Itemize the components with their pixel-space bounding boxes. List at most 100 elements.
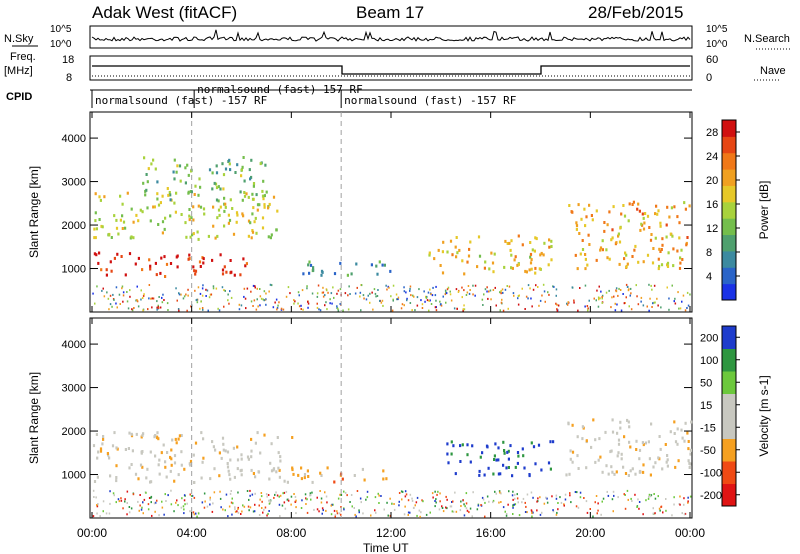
noise-cell [333,296,335,299]
echo-cell [198,177,201,181]
noise-cell [447,286,450,289]
noise-cell [638,501,641,503]
noise-cell [116,306,118,309]
noise-cell [109,294,112,297]
echo-cell [140,451,143,455]
noise-cell [393,508,396,511]
echo-cell [142,432,145,436]
noise-cell [390,295,392,298]
noise-cell [166,302,169,305]
noise-cell [651,288,653,291]
echo-cell [428,251,431,255]
echo-cell [680,428,683,432]
echo-cell [523,466,526,470]
echo-cell [320,269,324,273]
echo-cell [644,441,647,445]
echo-cell [173,201,176,205]
echo-cell [623,214,627,218]
noise-cell [175,287,177,290]
echo-cell [552,440,555,444]
echo-cell [119,194,122,198]
noise-cell [430,303,433,305]
echo-cell [187,257,190,261]
echo-cell [652,465,655,469]
noise-cell [247,505,250,508]
noise-cell [601,500,603,503]
noise-cell [449,290,451,293]
noise-cell [143,293,145,296]
echo-cell [548,238,551,242]
noise-cell [401,490,404,493]
echo-cell [654,461,657,465]
echo-cell [156,180,159,184]
noise-cell [131,308,133,311]
echo-cell [549,467,552,471]
noise-cell [276,494,279,497]
echo-cell [98,218,101,221]
noise-cell [210,293,213,296]
echo-cell [625,265,628,268]
echo-cell [94,236,97,240]
echo-cell [297,473,300,477]
noise-cell [121,285,124,288]
echo-cell [627,474,630,477]
echo-cell [571,450,575,454]
echo-cell [119,218,122,222]
echo-cell [99,447,103,451]
echo-cell [565,473,568,477]
x-tick-label: 16:00 [476,526,506,540]
noise-cell [115,501,117,504]
noise-cell [654,301,656,304]
noise-cell [302,308,304,311]
noise-cell [583,497,585,499]
noise-cell [158,514,160,517]
noise-cell [552,510,555,513]
noise-cell [518,514,521,517]
noise-cell [439,300,441,303]
noise-cell [463,304,465,307]
noise-cell [516,497,519,500]
echo-cell [455,255,458,259]
echo-cell [678,221,681,225]
noise-cell [671,284,673,287]
echo-cell [127,447,130,450]
noise-cell [656,297,658,300]
noise-cell [156,499,158,502]
noise-cell [261,507,263,509]
echo-cell [174,437,177,441]
noise-cell [454,491,456,494]
echo-cell [497,472,500,476]
echo-cell [241,212,244,216]
echo-cell [514,255,517,259]
echo-cell [169,469,172,473]
noise-cell [440,304,443,307]
echo-cell [100,268,103,272]
noise-cell [193,496,196,499]
noise-cell [410,294,412,297]
noise-cell [305,497,307,500]
noise-cell [536,500,538,503]
noise-cell [267,494,270,496]
echo-cell [268,477,271,481]
echo-cell [194,269,198,273]
noise-cell [246,287,249,290]
noise-cell [240,304,243,307]
echo-cell [228,162,231,166]
echo-cell [450,452,453,456]
noise-cell [439,492,441,495]
noise-cell [248,498,250,501]
echo-cell [631,203,634,206]
noise-cell [126,502,128,504]
noise-cell [115,286,118,289]
noise-cell [147,508,150,511]
noise-cell [256,287,258,290]
echo-cell [235,220,238,224]
noise-cell [329,298,331,301]
noise-cell [113,298,115,301]
echo-cell [188,218,191,222]
echo-cell [141,268,144,272]
noise-cell [290,503,292,506]
noise-cell [678,503,680,505]
echo-cell [673,205,676,209]
echo-cell [256,431,259,435]
